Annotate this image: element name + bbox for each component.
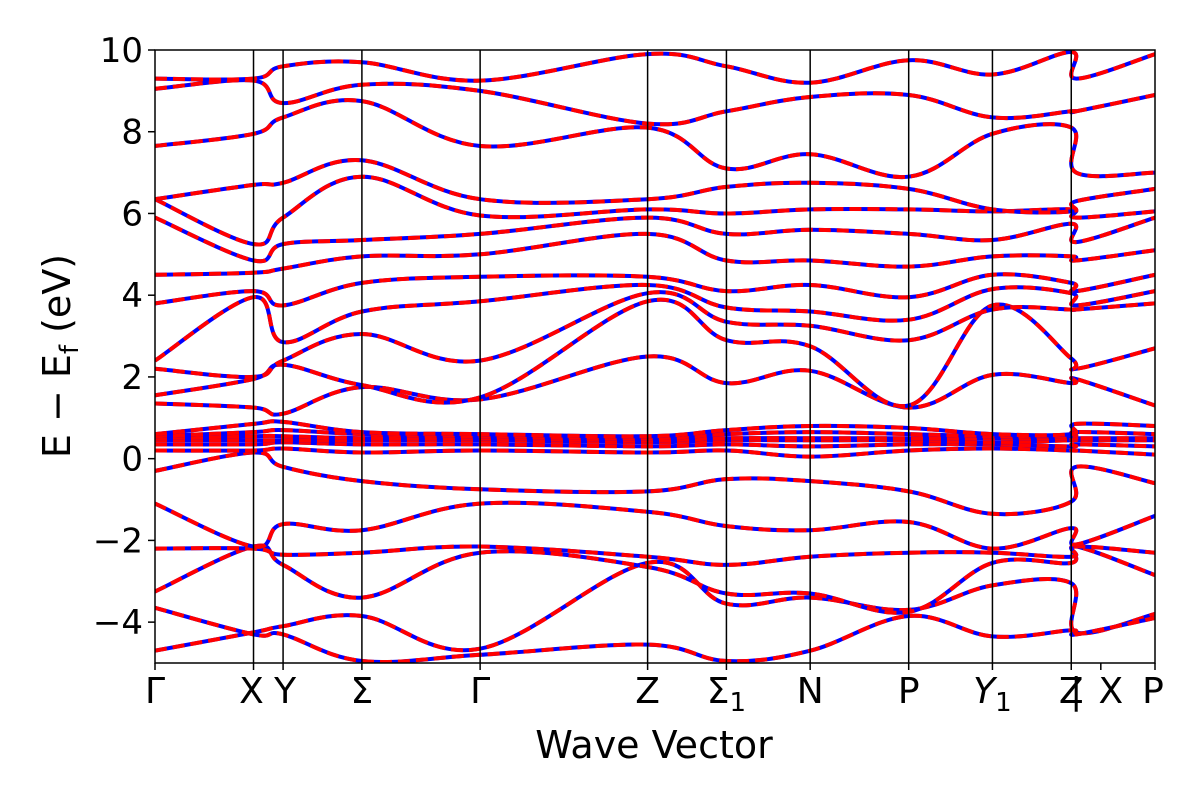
- y-tick-label: 2: [121, 358, 143, 398]
- band-24-solid: [155, 50, 1155, 85]
- x-tick-label: Γ: [145, 671, 165, 712]
- band-22-dashed: [155, 98, 1155, 180]
- x-tick-label: Σ: [351, 671, 374, 712]
- x-axis-label: Wave Vector: [535, 723, 773, 767]
- band-6-dashed: [155, 450, 1155, 517]
- x-tick-label: |: [1070, 671, 1082, 712]
- x-tick-label: Y: [273, 671, 297, 712]
- plot-frame: [154, 49, 1156, 664]
- band-22-solid: [155, 98, 1155, 180]
- band-6-solid: [155, 450, 1155, 517]
- y-axis-label-subscript: f: [55, 344, 85, 354]
- x-tick-label: Z: [1059, 671, 1084, 712]
- high-symmetry-lines: [252, 50, 1073, 663]
- y-tick-label: 6: [121, 194, 143, 234]
- band-8-dashed: [155, 440, 1155, 449]
- y-tick-label: 4: [121, 276, 143, 316]
- x-tick-label: Y1: [973, 671, 1012, 718]
- y-axis-label-unit: (eV): [35, 254, 79, 345]
- x-tick-label: P: [898, 671, 920, 712]
- band-15-dashed: [155, 290, 1155, 380]
- band-17-dashed: [155, 272, 1155, 308]
- x-axis-ticks: Γ X Y Σ Γ Z Σ1 N P Y1 Z| X P: [145, 663, 1164, 718]
- band-1-dashed: [155, 559, 1155, 653]
- y-tick-label: 0: [121, 440, 143, 480]
- band-5-dashed: [155, 500, 1155, 551]
- band-7-dashed: [155, 446, 1155, 459]
- band-14-solid: [155, 297, 1155, 409]
- band-4-dashed: [155, 544, 1155, 567]
- band-14-dashed: [155, 297, 1155, 409]
- bands-layer: [155, 50, 1155, 663]
- x-tick-label: Z: [635, 671, 660, 712]
- band-23-dashed: [155, 78, 1155, 127]
- x-tick-label: Γ: [470, 671, 490, 712]
- band-18-dashed: [155, 231, 1155, 277]
- y-tick-label: −4: [93, 603, 143, 643]
- x-tick-label: X: [239, 671, 264, 712]
- y-tick-label: −2: [93, 521, 143, 561]
- band-21-dashed: [155, 158, 1155, 215]
- y-axis-ticks: −4 −2 0 2 4 6 8 10: [93, 31, 155, 643]
- band-9-dashed: [155, 438, 1155, 445]
- band-13-dashed: [155, 354, 1155, 417]
- y-axis-label-main: E − E: [35, 354, 79, 458]
- y-tick-label: 8: [121, 113, 143, 153]
- y-axis-label: E − Ef (eV): [35, 254, 85, 458]
- y-tick-label: 10: [100, 31, 143, 71]
- band-21-solid: [155, 158, 1155, 215]
- x-tick-label: N: [797, 671, 824, 712]
- band-2-dashed: [155, 605, 1155, 663]
- x-tick-label: X: [1098, 671, 1123, 712]
- x-tick-label: P: [1142, 671, 1164, 712]
- x-tick-label: Σ1: [707, 671, 746, 718]
- band-12-dashed: [155, 419, 1155, 439]
- band-24-dashed: [155, 50, 1155, 85]
